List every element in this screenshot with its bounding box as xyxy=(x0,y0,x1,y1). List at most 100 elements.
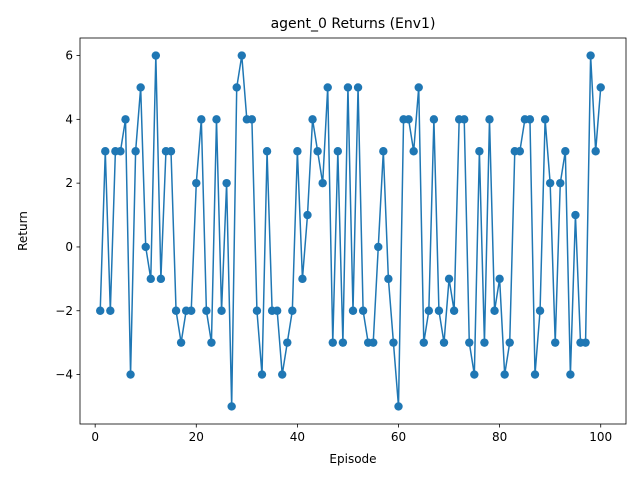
data-point xyxy=(505,338,514,347)
chart-title: agent_0 Returns (Env1) xyxy=(271,16,436,32)
data-point xyxy=(217,306,226,315)
data-point xyxy=(389,338,398,347)
data-point xyxy=(313,147,322,156)
data-point xyxy=(515,147,525,156)
data-point xyxy=(530,370,540,379)
data-point xyxy=(202,306,211,315)
x-tick-label: 40 xyxy=(290,430,305,444)
data-point xyxy=(136,83,145,92)
data-point xyxy=(166,147,176,156)
data-point xyxy=(257,370,267,379)
data-point xyxy=(485,115,494,124)
data-point xyxy=(328,338,337,347)
data-point xyxy=(353,83,363,92)
data-point xyxy=(490,306,499,315)
data-point xyxy=(212,115,221,124)
data-point xyxy=(540,115,550,124)
data-point xyxy=(348,306,358,315)
data-point xyxy=(394,402,403,411)
data-point xyxy=(272,306,282,315)
data-point xyxy=(303,210,312,220)
data-point xyxy=(419,338,428,347)
data-point xyxy=(439,338,449,347)
data-point xyxy=(126,370,135,379)
data-point xyxy=(404,115,413,124)
data-point xyxy=(561,147,570,156)
data-point xyxy=(101,147,110,156)
y-tick-label: 2 xyxy=(65,176,73,190)
x-tick-label: 0 xyxy=(91,430,99,444)
data-point xyxy=(429,115,439,124)
y-tick-label: 4 xyxy=(65,112,73,126)
data-point xyxy=(449,306,459,315)
data-point xyxy=(551,338,560,347)
data-point xyxy=(333,147,343,156)
data-point xyxy=(156,274,166,284)
axes-frame xyxy=(79,37,627,425)
data-point xyxy=(545,178,555,188)
data-point xyxy=(581,338,590,347)
data-point xyxy=(288,306,297,315)
data-point xyxy=(171,306,181,315)
data-point xyxy=(232,83,241,92)
data-point xyxy=(480,338,489,347)
data-point xyxy=(556,178,565,188)
y-axis-label: Return xyxy=(16,211,30,251)
y-tick-label: 0 xyxy=(65,240,73,254)
data-point xyxy=(475,147,484,156)
data-point xyxy=(384,274,393,284)
data-point xyxy=(96,306,105,315)
data-point xyxy=(566,370,575,379)
x-tick-label: 60 xyxy=(391,430,406,444)
data-point xyxy=(237,51,246,60)
y-tick-label: −2 xyxy=(55,304,73,318)
data-point xyxy=(318,178,327,188)
data-point xyxy=(338,338,348,347)
data-point xyxy=(222,178,231,188)
data-point xyxy=(465,338,474,347)
data-point xyxy=(131,147,140,156)
data-point xyxy=(369,338,378,347)
data-point xyxy=(151,51,161,60)
data-point xyxy=(495,274,504,284)
data-point xyxy=(106,306,115,315)
data-point xyxy=(146,274,155,284)
data-point xyxy=(434,306,444,315)
data-point xyxy=(187,306,196,315)
data-point xyxy=(470,370,479,379)
data-point xyxy=(414,83,423,92)
data-point xyxy=(460,115,469,124)
data-point xyxy=(444,274,454,284)
data-point xyxy=(596,83,605,92)
data-point xyxy=(283,338,292,347)
x-axis-label: Episode xyxy=(329,452,376,466)
x-tick-label: 20 xyxy=(189,430,204,444)
data-point xyxy=(379,147,388,156)
data-point xyxy=(262,147,272,156)
data-point xyxy=(141,242,150,252)
data-point xyxy=(293,147,302,156)
data-point xyxy=(591,147,600,156)
data-point xyxy=(358,306,368,315)
data-point xyxy=(343,83,353,92)
y-tick-label: −4 xyxy=(55,368,73,382)
data-point xyxy=(586,51,595,60)
data-point xyxy=(323,83,332,92)
y-tick-label: 6 xyxy=(65,49,73,63)
data-point xyxy=(252,306,262,315)
data-point xyxy=(571,210,580,220)
data-point xyxy=(197,115,206,124)
data-point xyxy=(176,338,186,347)
data-point xyxy=(227,402,236,411)
data-point xyxy=(374,242,383,252)
data-point xyxy=(525,115,535,124)
data-point xyxy=(247,115,257,124)
data-point xyxy=(278,370,287,379)
data-point xyxy=(207,338,216,347)
data-point xyxy=(308,115,317,124)
x-tick-label: 80 xyxy=(492,430,507,444)
data-point xyxy=(424,306,434,315)
